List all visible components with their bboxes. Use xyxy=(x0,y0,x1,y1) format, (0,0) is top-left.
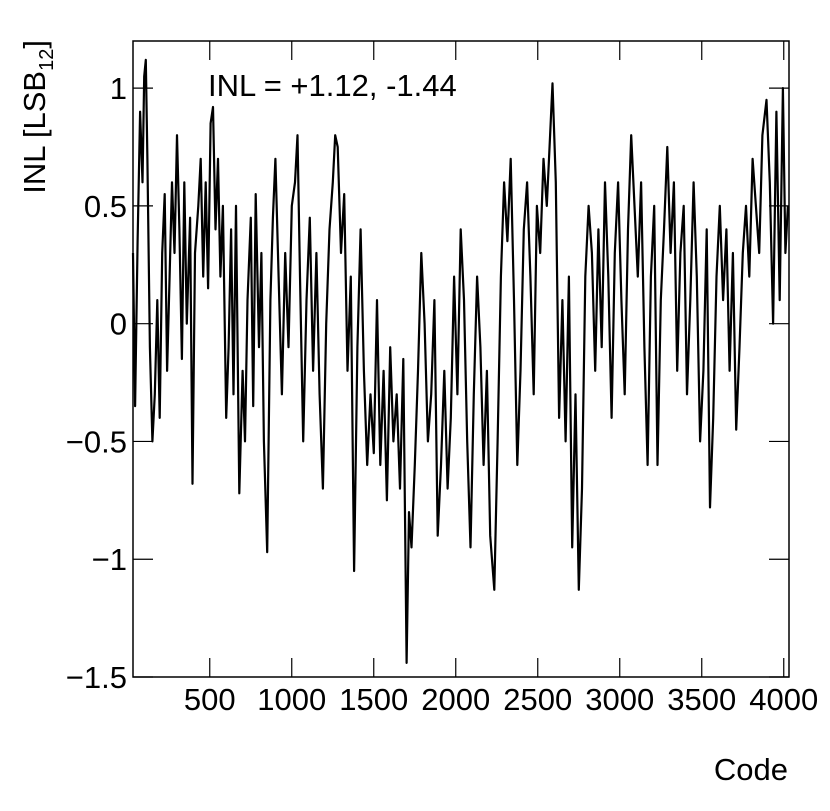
x-tick-label: 1500 xyxy=(339,682,408,717)
y-tick-label: −0.5 xyxy=(66,424,127,459)
x-tick-label: 500 xyxy=(184,682,236,717)
y-tick-label: 1 xyxy=(110,71,127,106)
plot-frame xyxy=(132,40,790,678)
annotation: INL = +1.12, -1.44 xyxy=(208,68,457,103)
y-tick-label: −1 xyxy=(92,542,127,577)
x-axis-label: Code xyxy=(714,752,788,787)
x-tick-label: 2500 xyxy=(503,682,572,717)
x-tick-label: 3500 xyxy=(667,682,736,717)
y-label-close: ] xyxy=(17,40,52,49)
y-label-main: INL [LSB xyxy=(17,71,52,194)
y-tick-label: 0.5 xyxy=(84,189,127,224)
x-tick-label: 1000 xyxy=(257,682,326,717)
y-tick-label: 0 xyxy=(110,307,127,342)
y-tick-label: −1.5 xyxy=(66,660,127,695)
y-axis-label: INL [LSB12] xyxy=(17,40,58,194)
y-label-subscript: 12 xyxy=(36,49,58,71)
x-tick-label: 4000 xyxy=(749,682,818,717)
x-tick-label: 2000 xyxy=(421,682,490,717)
x-tick-label: 3000 xyxy=(585,682,654,717)
data-line xyxy=(131,58,789,664)
